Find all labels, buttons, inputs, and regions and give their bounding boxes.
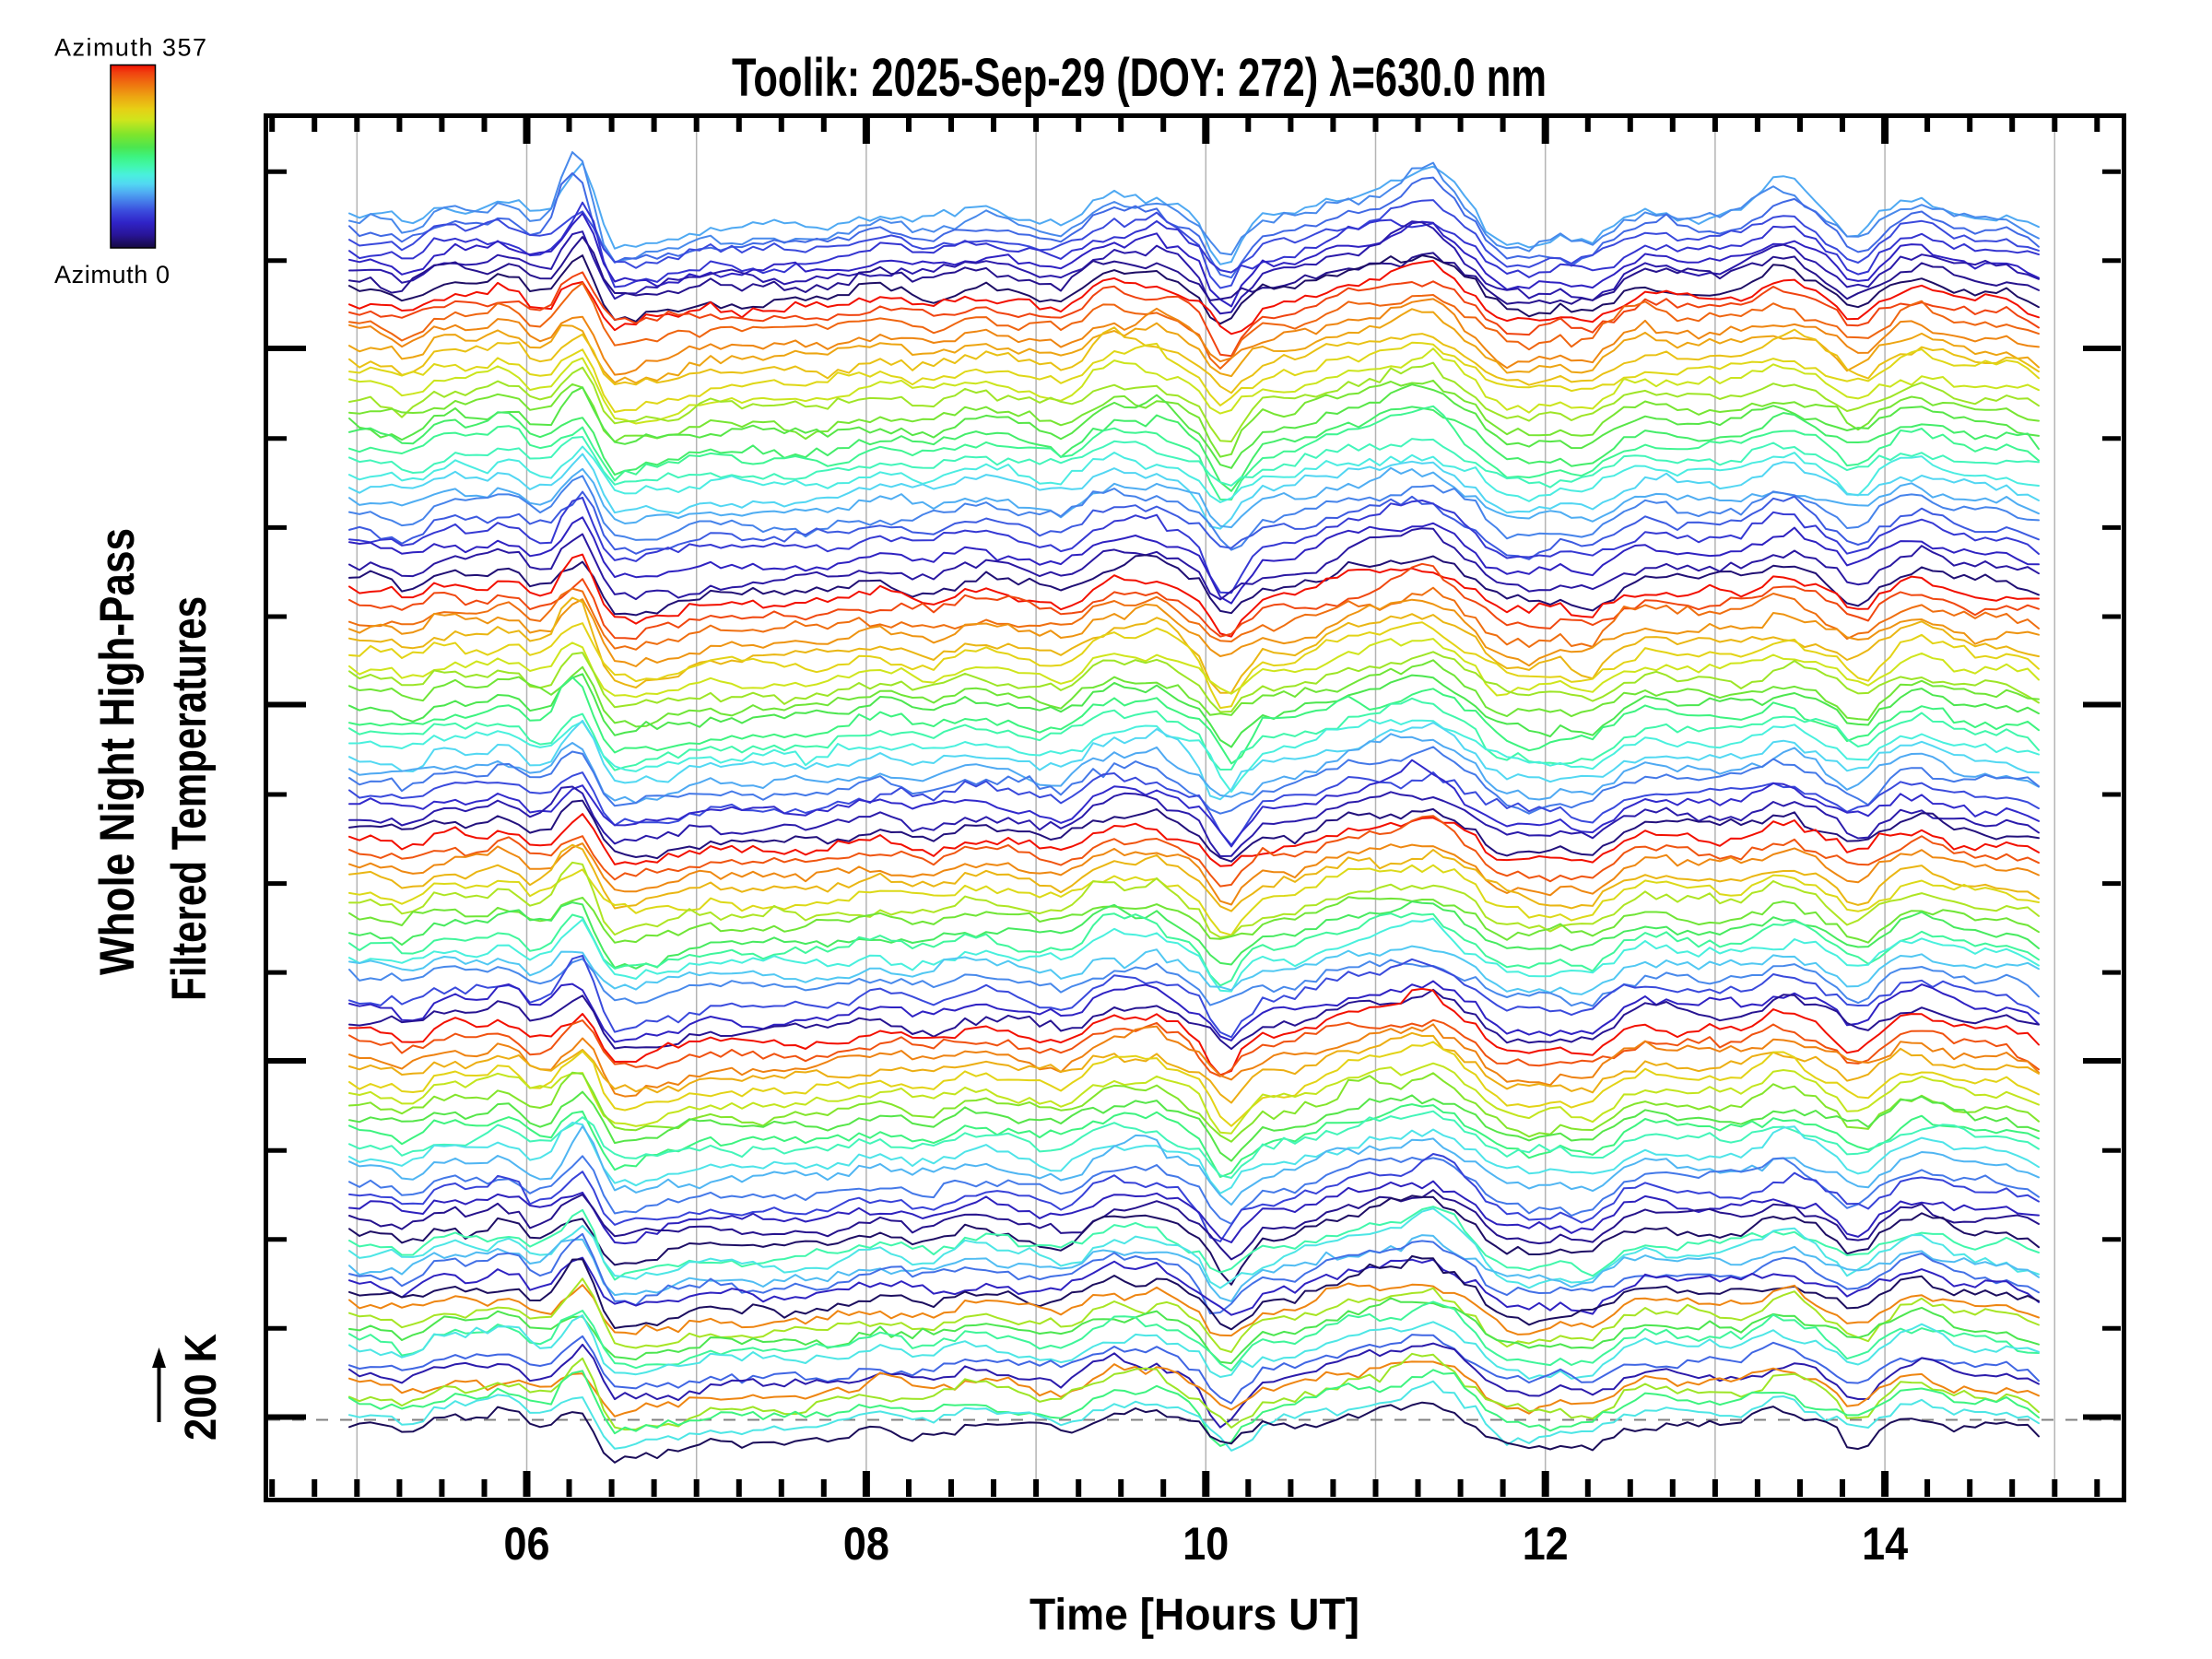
svg-text:Time [Hours UT]: Time [Hours UT] <box>1030 1591 1359 1640</box>
svg-text:14: 14 <box>1862 1518 1908 1570</box>
svg-text:Toolik: 2025-Sep-29 (DOY: 272): Toolik: 2025-Sep-29 (DOY: 272) λ=630.0 n… <box>732 48 1547 108</box>
svg-text:Filtered Temperatures: Filtered Temperatures <box>162 596 217 1001</box>
svg-text:10: 10 <box>1182 1518 1229 1570</box>
svg-text:Whole Night High-Pass: Whole Night High-Pass <box>90 528 145 975</box>
svg-text:06: 06 <box>504 1518 550 1570</box>
svg-text:08: 08 <box>843 1518 889 1570</box>
svg-text:12: 12 <box>1523 1518 1569 1570</box>
svg-text:200 K: 200 K <box>177 1334 226 1441</box>
svg-text:Azimuth 357: Azimuth 357 <box>54 34 206 62</box>
svg-text:Azimuth 0: Azimuth 0 <box>54 261 170 288</box>
